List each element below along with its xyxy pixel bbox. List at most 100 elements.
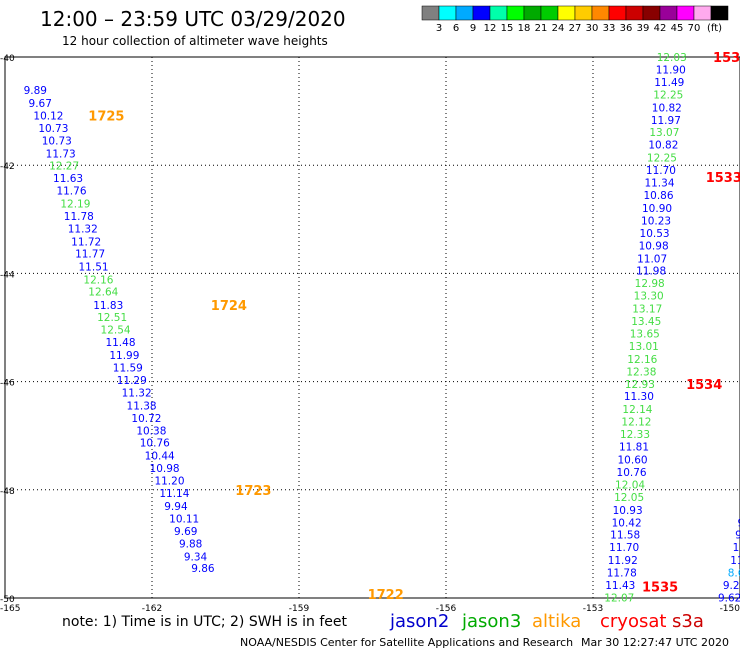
swh-value-label: 12.14 (622, 404, 652, 416)
swh-value-label: 9.89 (24, 85, 47, 97)
track-time-label: 1534 (686, 378, 722, 393)
swh-value-label: 9.27 (723, 580, 740, 592)
colorbar-tick-label: 3 (436, 23, 442, 34)
swh-value-label: 11.14 (159, 488, 189, 500)
swh-value-label: 10.98 (639, 240, 669, 252)
swh-value-label: 11.30 (624, 391, 654, 403)
colorbar-tick-label: 33 (603, 23, 616, 34)
chart-title: 12:00 – 23:59 UTC 03/29/2020 (40, 7, 346, 31)
footer-credit: NOAA/NESDIS Center for Satellite Applica… (240, 636, 573, 649)
colorbar-swatch (608, 5, 627, 21)
colorbar-tick-label: 42 (654, 23, 667, 34)
colorbar-swatch (710, 5, 729, 21)
swh-value-label: 12.93 (625, 379, 655, 391)
swh-value-label: 10.42 (612, 517, 642, 529)
x-tick-label: -156 (436, 604, 457, 614)
swh-value-label: 10.73 (42, 135, 72, 147)
swh-value-label: 9.86 (191, 563, 215, 575)
satellite-legend: jason2 jason3 altika cryosat s3a (389, 611, 704, 632)
swh-value-label: 11.92 (608, 555, 638, 567)
swh-value-label: 12.04 (615, 479, 645, 491)
swh-value-label: 12.98 (635, 278, 665, 290)
swh-value-label: 11.72 (71, 236, 101, 248)
swh-value-label: 9.94 (164, 501, 188, 513)
swh-value-label: 12.27 (49, 161, 79, 173)
colorbar-tick-label: 45 (671, 23, 684, 34)
colorbar-swatch (659, 5, 678, 21)
swh-value-label: 10.86 (643, 190, 673, 202)
swh-value-label: 10.23 (641, 215, 671, 227)
y-tick-label: -44 (0, 270, 15, 280)
swh-value-label: 13.07 (649, 127, 679, 139)
swh-value-label: 11.49 (654, 77, 684, 89)
swh-value-label: 11.20 (154, 476, 184, 488)
colorbar-swatch (438, 5, 457, 21)
track-time-label: 1533 (706, 171, 740, 186)
colorbar-swatch (472, 5, 491, 21)
colorbar-swatch (455, 5, 474, 21)
footer-note: note: 1) Time is in UTC; 2) SWH is in fe… (62, 614, 348, 630)
swh-value-label: 9.62 (718, 592, 740, 604)
swh-value-label: 11.38 (127, 400, 157, 412)
colorbar-swatch (489, 5, 508, 21)
swh-value-label: 11.98 (636, 266, 666, 278)
swh-value-label: 10.5 (733, 542, 740, 554)
track-time-label: 1532 (713, 51, 740, 66)
colorbar-tick-label: 12 (484, 23, 497, 34)
swh-value-label: 12.07 (604, 592, 634, 604)
data-points: 9.899.6710.1210.7310.7311.7312.2711.6311… (24, 52, 740, 604)
swh-value-label: 11.58 (610, 530, 640, 542)
colorbar-swatch (591, 5, 610, 21)
colorbar-tick-label: 30 (586, 23, 599, 34)
colorbar-swatch (421, 5, 440, 21)
swh-value-label: 12.25 (647, 153, 677, 165)
x-tick-label: -153 (583, 604, 603, 614)
track-time-labels: 1725 1724 1723 1722 1532 1533 1534 1535 (88, 51, 740, 603)
colorbar-swatch (642, 5, 661, 21)
swh-value-label: 11.83 (93, 300, 123, 312)
swh-value-label: 12.03 (657, 52, 687, 64)
swh-value-label: 11.43 (605, 580, 635, 592)
colorbar-tick-label: 6 (453, 23, 459, 34)
swh-value-label: 11.99 (109, 350, 139, 362)
colorbar-tick-label: 15 (501, 23, 514, 34)
swh-value-label: 11.70 (609, 542, 639, 554)
swh-value-label: 13.01 (629, 341, 659, 353)
colorbar-tick-label: 36 (620, 23, 633, 34)
track-time-label: 1724 (211, 299, 247, 314)
swh-value-label: 11.77 (75, 248, 105, 260)
swh-value-label: 10.11 (169, 513, 199, 525)
swh-value-label: 12.33 (620, 429, 650, 441)
swh-value-label: 9. (738, 517, 740, 529)
track-time-label: 1722 (368, 588, 404, 603)
swh-value-label: 10.73 (38, 123, 68, 135)
swh-value-label: 10.76 (617, 467, 647, 479)
swh-value-label: 12.64 (88, 286, 118, 298)
colorbar-tick-label: 18 (518, 23, 531, 34)
colorbar-swatch (574, 5, 593, 21)
colorbar-swatch (676, 5, 695, 21)
swh-value-label: 12.05 (614, 492, 644, 504)
legend-item-jason2: jason2 (389, 611, 449, 632)
swh-value-label: 9.7 (735, 530, 740, 542)
swh-value-label: 10.76 (140, 438, 170, 450)
swh-value-label: 10.98 (150, 463, 180, 475)
swh-value-label: 11.81 (619, 442, 649, 454)
colorbar-swatch (523, 5, 542, 21)
track-time-label: 1725 (88, 109, 124, 124)
swh-value-label: 11.51 (79, 261, 109, 273)
y-axis-ticks: -40 -42 -44 -46 -48 -50 (0, 54, 15, 605)
swh-value-label: 11.90 (656, 64, 686, 76)
swh-value-label: 11.59 (113, 363, 143, 375)
colorbar-unit-label: (ft) (707, 23, 722, 34)
swh-value-label: 10.72 (131, 413, 161, 425)
swh-value-label: 9.67 (29, 98, 52, 110)
swh-value-label: 9.34 (184, 551, 208, 563)
swh-value-label: 11.48 (105, 337, 135, 349)
swh-value-label: 8.67 (728, 568, 740, 580)
colorbar-legend: 3 6 9 12 15 18 21 24 27 30 33 36 39 42 45 70 (421, 5, 729, 34)
swh-value-label: 10.12 (33, 110, 63, 122)
colorbar-swatch (540, 5, 559, 21)
swh-value-label: 12.12 (621, 417, 651, 429)
